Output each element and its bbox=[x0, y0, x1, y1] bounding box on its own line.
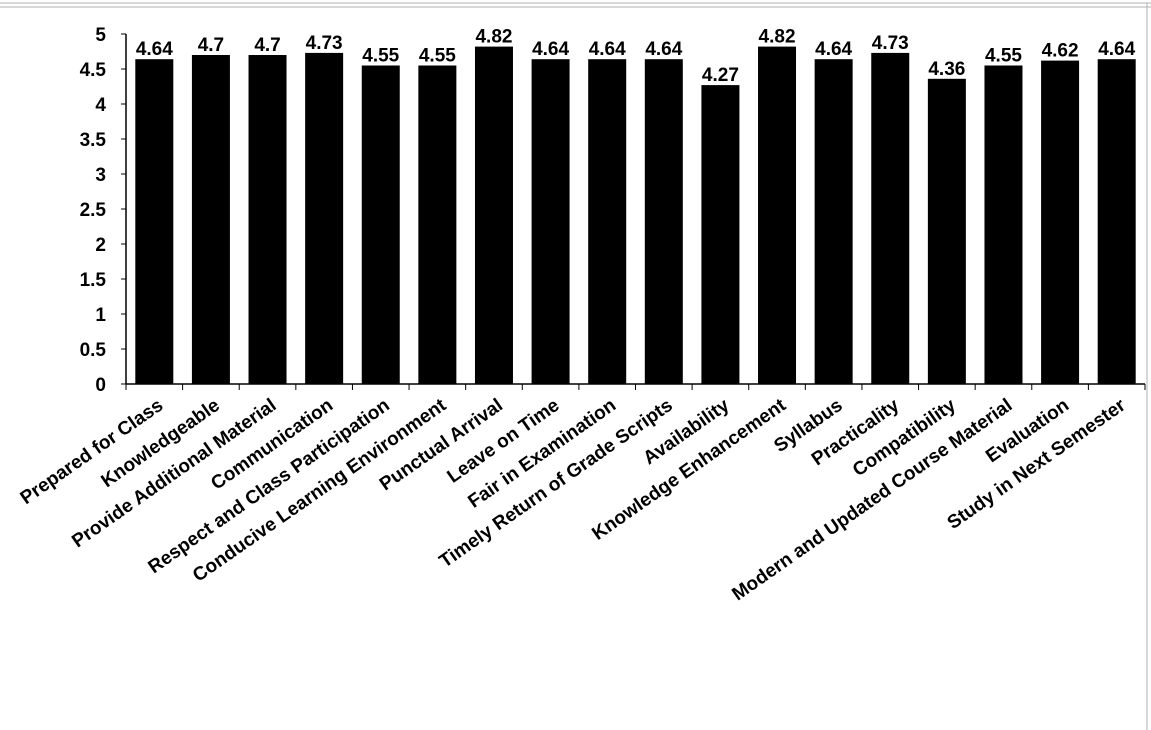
bar bbox=[814, 59, 853, 384]
y-tick-label: 0.5 bbox=[80, 340, 107, 361]
bar-data-label: 4.73 bbox=[872, 33, 909, 54]
bar bbox=[361, 65, 400, 384]
bar bbox=[588, 59, 627, 384]
bar bbox=[927, 78, 966, 385]
y-axis: 0 0.5 1 1.5 2 2.5 3 3.5 4 4.5 5 bbox=[80, 25, 127, 396]
y-tick-label: 3 bbox=[95, 165, 106, 186]
bar bbox=[531, 59, 570, 384]
data-labels: 4.64 4.7 4.7 4.73 4.55 4.55 4.82 4.64 4.64 4.64 4.… bbox=[136, 27, 1136, 87]
bar bbox=[1041, 60, 1080, 384]
bar bbox=[135, 59, 174, 384]
bar-data-label: 4.64 bbox=[1098, 39, 1135, 60]
bar-data-label: 4.64 bbox=[589, 39, 626, 60]
bar-data-label: 4.36 bbox=[928, 59, 965, 80]
bar-series bbox=[135, 46, 1136, 385]
bar-data-label: 4.27 bbox=[702, 65, 739, 86]
bar-data-label: 4.73 bbox=[306, 33, 343, 54]
y-tick-label: 1.5 bbox=[80, 270, 107, 291]
bar-data-label: 4.64 bbox=[815, 39, 852, 60]
bar-data-label: 4.82 bbox=[759, 27, 796, 48]
y-tick-label: 4.5 bbox=[80, 60, 107, 81]
bar-data-label: 4.55 bbox=[362, 46, 399, 67]
bar-data-label: 4.55 bbox=[985, 46, 1022, 67]
bar-data-label: 4.62 bbox=[1042, 41, 1079, 62]
bar bbox=[644, 59, 683, 384]
bar bbox=[1097, 59, 1136, 384]
bar bbox=[248, 55, 287, 384]
bar bbox=[305, 52, 344, 385]
bar-data-label: 4.7 bbox=[254, 35, 280, 56]
y-tick-label: 2 bbox=[95, 235, 106, 256]
bar-data-label: 4.64 bbox=[136, 39, 173, 60]
bar bbox=[418, 65, 457, 384]
y-tick-label: 5 bbox=[95, 25, 106, 46]
bar-data-label: 4.7 bbox=[198, 35, 224, 56]
bar bbox=[984, 65, 1023, 384]
bar-data-label: 4.64 bbox=[532, 39, 569, 60]
y-tick-label: 4 bbox=[95, 95, 106, 116]
y-tick-label: 0 bbox=[95, 375, 106, 396]
y-tick-label: 3.5 bbox=[80, 130, 107, 151]
bar bbox=[474, 46, 513, 384]
bar-data-label: 4.55 bbox=[419, 46, 456, 67]
bar bbox=[191, 55, 230, 384]
y-tick-label: 1 bbox=[95, 305, 106, 326]
bar bbox=[871, 52, 910, 385]
bar-data-label: 4.82 bbox=[475, 27, 512, 48]
bar-data-label: 4.64 bbox=[645, 39, 682, 60]
bar bbox=[701, 85, 740, 384]
y-tick-label: 2.5 bbox=[80, 200, 107, 221]
x-axis bbox=[125, 383, 1146, 390]
bar bbox=[758, 46, 797, 384]
